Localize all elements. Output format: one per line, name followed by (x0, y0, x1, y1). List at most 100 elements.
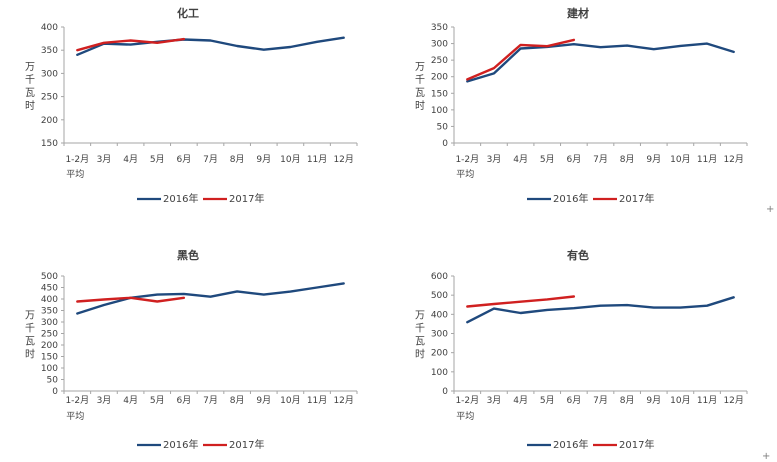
x-category-label: 8月 (230, 395, 245, 406)
x-category-label: 5月 (540, 154, 555, 165)
x-category-label: 6月 (566, 154, 581, 165)
y-axis-title: 万千瓦时 (25, 62, 35, 112)
legend-label-2016年: 2016年 (553, 438, 588, 451)
y-tick-label: 400 (431, 310, 448, 320)
y-tick-label: 200 (431, 349, 448, 359)
series-line-2016年 (466, 296, 735, 324)
x-category-label: 12月 (723, 395, 743, 406)
x-category-label: 6月 (176, 154, 191, 165)
series-line-2016年 (76, 36, 345, 56)
y-tick-label: 0 (442, 139, 448, 149)
y-tick-label: 150 (41, 353, 58, 363)
legend-label-2017年: 2017年 (619, 438, 654, 451)
y-tick-label: 200 (41, 116, 58, 126)
x-category-label: 7月 (593, 395, 608, 406)
x-category-label: 7月 (593, 154, 608, 165)
legend-label-2017年: 2017年 (229, 438, 264, 451)
x-category-label: 11月 (697, 395, 717, 406)
y-tick-label: 300 (41, 318, 58, 328)
chart-cell-chemical: 化工 150 200 250 300 350 400 1-2月 平均 3月 4月 5月 6月 7月 8月 9月… (0, 0, 390, 240)
chart-cell-nonferrous: 有色 0 100 200 300 400 500 600 1-2月 平均 3月 4月 5月 6月 7月 8月 9… (390, 240, 777, 462)
y-tick-label: 600 (431, 272, 448, 282)
x-category-label: 12月 (333, 154, 353, 165)
x-category-label: 9月 (646, 154, 661, 165)
x-category-label: 4月 (513, 154, 528, 165)
x-category-label: 9月 (256, 154, 271, 165)
y-tick-label: 350 (41, 307, 58, 317)
x-category-label-line2: 平均 (66, 168, 84, 180)
series-line-2017年 (466, 295, 576, 308)
x-category-label: 1-2月 (65, 395, 89, 406)
x-category-label: 5月 (150, 154, 165, 165)
y-tick-label: 250 (41, 93, 58, 103)
y-tick-label: 50 (47, 376, 59, 386)
legend-label-2017年: 2017年 (619, 192, 654, 205)
x-category-label: 7月 (203, 395, 218, 406)
chart-title: 有色 (567, 248, 589, 262)
selection-handle-plus-icon: + (766, 204, 775, 215)
chart-cell-building-materials: 建材 0 50 100 150 200 250 300 350 1-2月 平均 3月 4月 5月 6月 7月 8… (390, 0, 777, 240)
legend-label-2017年: 2017年 (229, 192, 264, 205)
x-category-label: 9月 (646, 395, 661, 406)
y-tick-label: 150 (41, 139, 58, 149)
chart-cell-ferrous: 黑色 0 50 100 150 200 250 300 350 400 450 500 1-2月 平均 3月… (0, 240, 390, 462)
selection-handle-plus-icon: + (762, 451, 771, 462)
x-category-label: 10月 (670, 154, 690, 165)
y-tick-label: 500 (41, 272, 58, 282)
x-category-label: 10月 (670, 395, 690, 406)
y-tick-label: 450 (41, 284, 58, 294)
x-category-label: 1-2月 (65, 154, 89, 165)
y-tick-label: 150 (431, 89, 448, 99)
x-category-label-line2: 平均 (66, 410, 84, 422)
x-category-label-line2: 平均 (456, 410, 474, 422)
series-line-2017年 (76, 37, 186, 52)
y-tick-label: 100 (431, 106, 448, 116)
x-category-label: 3月 (97, 395, 112, 406)
y-axis-title: 万千瓦时 (25, 311, 35, 361)
x-category-label: 12月 (333, 395, 353, 406)
x-category-label: 7月 (203, 154, 218, 165)
y-tick-label: 300 (431, 40, 448, 50)
series-line-2016年 (76, 282, 345, 315)
x-category-label: 11月 (697, 154, 717, 165)
x-category-label: 1-2月 (455, 395, 479, 406)
x-category-label: 3月 (487, 154, 502, 165)
x-category-label: 4月 (123, 395, 138, 406)
x-category-label: 3月 (97, 154, 112, 165)
legend-label-2016年: 2016年 (553, 192, 588, 205)
x-category-label: 11月 (307, 154, 327, 165)
y-axis-title: 万千瓦时 (415, 62, 425, 112)
y-tick-label: 400 (41, 295, 58, 305)
x-category-label: 3月 (487, 395, 502, 406)
x-category-label: 8月 (620, 154, 635, 165)
y-tick-label: 300 (41, 69, 58, 79)
x-category-label: 10月 (280, 154, 300, 165)
x-category-label: 8月 (230, 154, 245, 165)
x-category-label: 5月 (540, 395, 555, 406)
series-line-2017年 (466, 38, 576, 81)
x-category-label: 9月 (256, 395, 271, 406)
x-category-label: 8月 (620, 395, 635, 406)
y-tick-label: 100 (431, 368, 448, 378)
series-line-2016年 (466, 42, 735, 83)
y-tick-label: 200 (431, 73, 448, 83)
chart-title: 建材 (567, 6, 589, 20)
y-tick-label: 50 (437, 122, 449, 132)
chart-title: 黑色 (177, 248, 199, 262)
x-category-label: 6月 (176, 395, 191, 406)
y-tick-label: 500 (431, 291, 448, 301)
y-tick-label: 0 (442, 387, 448, 397)
y-tick-label: 350 (41, 46, 58, 56)
y-tick-label: 350 (431, 23, 448, 33)
x-category-label: 4月 (123, 154, 138, 165)
x-category-label-line2: 平均 (456, 168, 474, 180)
chart-title: 化工 (177, 6, 199, 20)
y-tick-label: 200 (41, 341, 58, 351)
y-tick-label: 250 (41, 330, 58, 340)
y-tick-label: 100 (41, 364, 58, 374)
legend-label-2016年: 2016年 (163, 438, 198, 451)
